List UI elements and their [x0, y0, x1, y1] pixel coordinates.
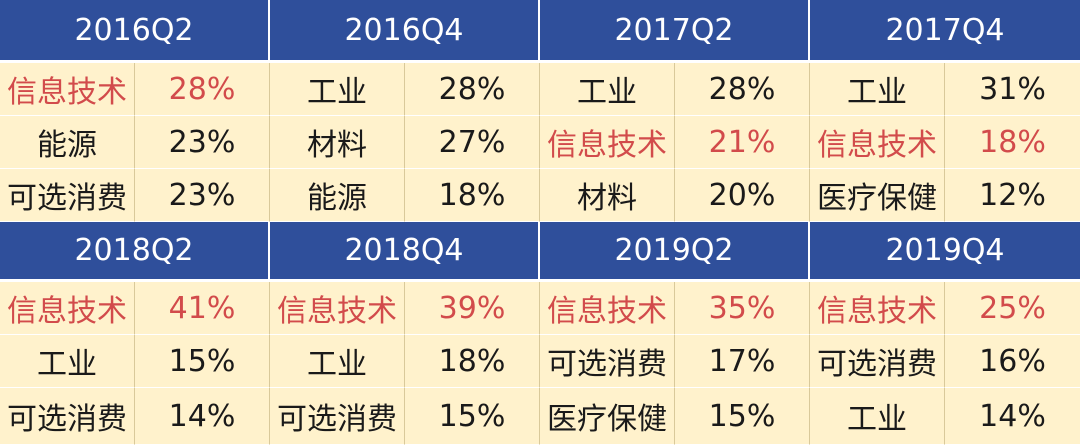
sector-weight-cell: 23% [135, 116, 270, 169]
sector-weight-cell: 14% [135, 388, 270, 445]
sector-weight-cell: 14% [945, 388, 1080, 445]
sector-weight-cell: 17% [675, 335, 810, 388]
sector-name-cell: 信息技术 [270, 282, 405, 335]
sector-weight-cell: 28% [135, 63, 270, 116]
sector-weight-cell: 18% [945, 116, 1080, 169]
sector-weight-cell: 35% [675, 282, 810, 335]
sector-weight-cell: 25% [945, 282, 1080, 335]
sector-name-cell: 工业 [0, 335, 135, 388]
period-header: 2017Q2 [540, 0, 810, 63]
period-header: 2016Q2 [0, 0, 270, 63]
period-header: 2017Q4 [810, 0, 1080, 63]
sector-name-cell: 能源 [0, 116, 135, 169]
sector-name-cell: 工业 [540, 63, 675, 116]
sector-name-cell: 信息技术 [810, 116, 945, 169]
sector-weight-cell: 41% [135, 282, 270, 335]
sector-name-cell: 信息技术 [810, 282, 945, 335]
sector-weight-cell: 27% [405, 116, 540, 169]
period-header: 2016Q4 [270, 0, 540, 63]
sector-weight-cell: 15% [675, 388, 810, 445]
sector-name-cell: 信息技术 [0, 63, 135, 116]
sector-weight-cell: 15% [135, 335, 270, 388]
sector-weight-cell: 21% [675, 116, 810, 169]
sector-weight-cell: 18% [405, 335, 540, 388]
sector-name-cell: 工业 [270, 335, 405, 388]
sector-name-cell: 可选消费 [810, 335, 945, 388]
sector-weight-cell: 28% [675, 63, 810, 116]
period-header: 2019Q2 [540, 222, 810, 282]
sector-weight-cell: 12% [945, 169, 1080, 222]
sector-name-cell: 信息技术 [540, 116, 675, 169]
sector-weight-cell: 39% [405, 282, 540, 335]
sector-name-cell: 材料 [540, 169, 675, 222]
sector-weight-cell: 31% [945, 63, 1080, 116]
sector-name-cell: 可选消费 [0, 169, 135, 222]
period-header: 2018Q4 [270, 222, 540, 282]
sector-name-cell: 信息技术 [0, 282, 135, 335]
period-header: 2019Q4 [810, 222, 1080, 282]
sector-weight-cell: 23% [135, 169, 270, 222]
sector-weight-cell: 18% [405, 169, 540, 222]
sector-name-cell: 工业 [270, 63, 405, 116]
sector-weight-cell: 28% [405, 63, 540, 116]
period-header: 2018Q2 [0, 222, 270, 282]
sector-weight-cell: 15% [405, 388, 540, 445]
sector-name-cell: 可选消费 [0, 388, 135, 445]
sector-weight-cell: 16% [945, 335, 1080, 388]
sector-name-cell: 可选消费 [270, 388, 405, 445]
sector-name-cell: 医疗保健 [810, 169, 945, 222]
sector-name-cell: 可选消费 [540, 335, 675, 388]
sector-weight-cell: 20% [675, 169, 810, 222]
sector-name-cell: 信息技术 [540, 282, 675, 335]
sector-name-cell: 能源 [270, 169, 405, 222]
sector-name-cell: 材料 [270, 116, 405, 169]
sector-name-cell: 工业 [810, 63, 945, 116]
sector-name-cell: 医疗保健 [540, 388, 675, 445]
sector-name-cell: 工业 [810, 388, 945, 445]
